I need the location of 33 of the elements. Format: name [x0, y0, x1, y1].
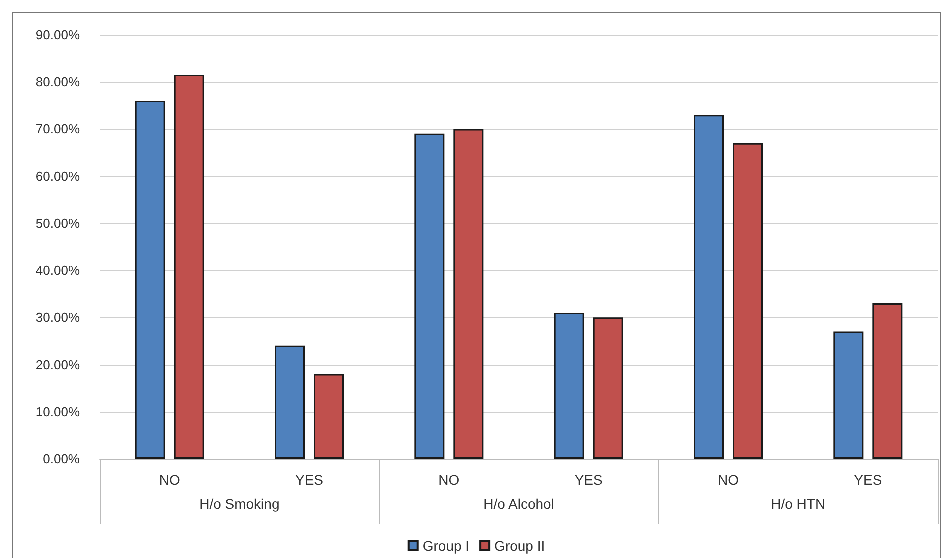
bar — [694, 115, 724, 459]
text: H/o Smoking — [200, 496, 280, 512]
x-tick-label: NO — [718, 472, 740, 488]
x-tick-label: YES — [854, 472, 882, 488]
y-tick-label: 30.00% — [36, 310, 80, 326]
text: H/o Alcohol — [484, 496, 554, 512]
bar — [174, 75, 204, 459]
x-tick-label: YES — [295, 472, 324, 488]
x-tick-label: NO — [159, 472, 180, 488]
y-tick-label: 90.00% — [36, 28, 80, 42]
bar — [872, 304, 903, 459]
y-tick-label: 80.00% — [36, 74, 80, 90]
bar — [834, 332, 864, 459]
x-tick-label: YES — [574, 472, 603, 488]
bar — [414, 134, 445, 459]
y-tick-label: 0.00% — [43, 452, 80, 466]
y-tick-label: 40.00% — [36, 263, 80, 278]
y-tick-label: 70.00% — [36, 122, 80, 137]
y-tick-label: 20.00% — [36, 357, 80, 372]
bar — [593, 318, 624, 459]
y-tick-label: 50.00% — [36, 216, 80, 231]
bar — [314, 374, 344, 459]
text: H/o HTN — [771, 496, 826, 512]
legend-label: Group II — [494, 538, 546, 554]
bar — [275, 346, 305, 459]
x-tick-label: NO — [438, 472, 460, 488]
bar — [733, 143, 763, 459]
legend-label: Group I — [422, 538, 470, 554]
bar — [454, 129, 484, 459]
y-tick-label: 60.00% — [36, 168, 80, 184]
bar — [135, 100, 166, 459]
bar — [554, 312, 584, 459]
y-tick-label: 10.00% — [36, 404, 80, 420]
